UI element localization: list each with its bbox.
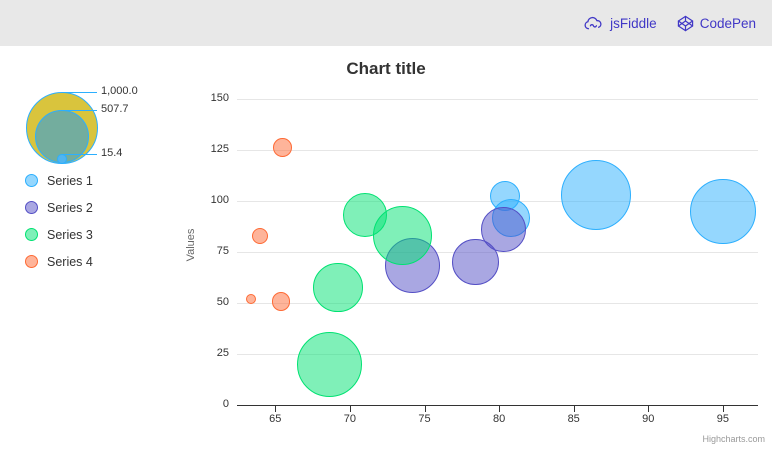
y-axis-label: 50 (216, 296, 229, 308)
y-axis-label: 0 (222, 398, 229, 410)
y-axis-title: Values (185, 228, 197, 262)
bubble-point[interactable] (273, 137, 293, 157)
x-axis-label: 80 (492, 413, 506, 425)
x-axis-tick (424, 406, 426, 412)
y-gridline (237, 354, 758, 355)
legend-item-series-3[interactable]: Series 3 (25, 221, 93, 248)
y-axis-label: 150 (210, 92, 229, 104)
y-gridline (237, 252, 758, 253)
x-axis-label: 85 (567, 413, 580, 425)
series-marker-icon (25, 255, 38, 268)
x-axis-line (237, 405, 758, 406)
y-axis-label: 25 (216, 347, 229, 359)
chart-title: Chart title (346, 59, 426, 78)
bubble-scale-label: 1,000.0 (101, 84, 138, 97)
legend-label: Series 2 (47, 200, 93, 215)
y-gridline (237, 99, 758, 100)
bubble-point[interactable] (252, 227, 269, 244)
y-axis-label: 125 (210, 143, 229, 155)
highcharts-credit[interactable]: Highcharts.com (702, 434, 765, 444)
x-axis-label: 65 (269, 413, 282, 425)
header-bar: jsFiddle CodePen (0, 0, 772, 46)
legend-label: Series 4 (47, 254, 93, 269)
bubble-point[interactable] (451, 238, 499, 286)
bubble-scale-connector (62, 109, 97, 111)
x-axis-tick (722, 406, 724, 412)
bubble-point[interactable] (313, 262, 363, 313)
bubble-scale-connector (62, 91, 97, 93)
jsfiddle-label: jsFiddle (610, 15, 657, 31)
bubble-point[interactable] (561, 160, 632, 231)
series-marker-icon (25, 228, 38, 241)
jsfiddle-cloud-icon (584, 16, 602, 30)
legend-label: Series 1 (47, 173, 93, 188)
x-axis-label: 95 (716, 413, 730, 425)
y-gridline (237, 150, 758, 151)
bubble-point[interactable] (272, 292, 291, 311)
bubble-scale-connector (62, 153, 97, 155)
bubble-point[interactable] (296, 331, 362, 397)
x-axis-tick (499, 406, 501, 412)
y-gridline (237, 303, 758, 304)
legend-item-series-4[interactable]: Series 4 (25, 248, 93, 275)
codepen-icon (677, 15, 693, 31)
series-legend: Series 1 Series 2 Series 3 Series 4 (25, 167, 93, 275)
x-axis-tick (573, 406, 575, 412)
y-axis-label: 100 (210, 194, 229, 206)
bubble-point[interactable] (690, 178, 756, 244)
jsfiddle-link[interactable]: jsFiddle (583, 15, 657, 31)
legend-label: Series 3 (47, 227, 93, 242)
bubble-point[interactable] (246, 294, 257, 305)
codepen-link[interactable]: CodePen (677, 15, 756, 32)
bubble-scale-label: 507.7 (101, 102, 129, 115)
x-axis-tick (349, 406, 351, 412)
codepen-label: CodePen (699, 15, 756, 31)
x-axis-label: 75 (418, 413, 431, 425)
x-axis-label: 90 (642, 413, 655, 425)
bubble-point[interactable] (342, 192, 388, 238)
x-axis-tick (275, 406, 277, 412)
series-marker-icon (25, 201, 38, 214)
x-axis-tick (648, 406, 650, 412)
y-axis-label: 75 (216, 245, 229, 257)
series-marker-icon (25, 174, 38, 187)
legend-item-series-1[interactable]: Series 1 (25, 167, 93, 194)
legend-item-series-2[interactable]: Series 2 (25, 194, 93, 221)
bubble-scale-label: 15.4 (101, 146, 123, 159)
x-axis-label: 70 (343, 413, 357, 425)
